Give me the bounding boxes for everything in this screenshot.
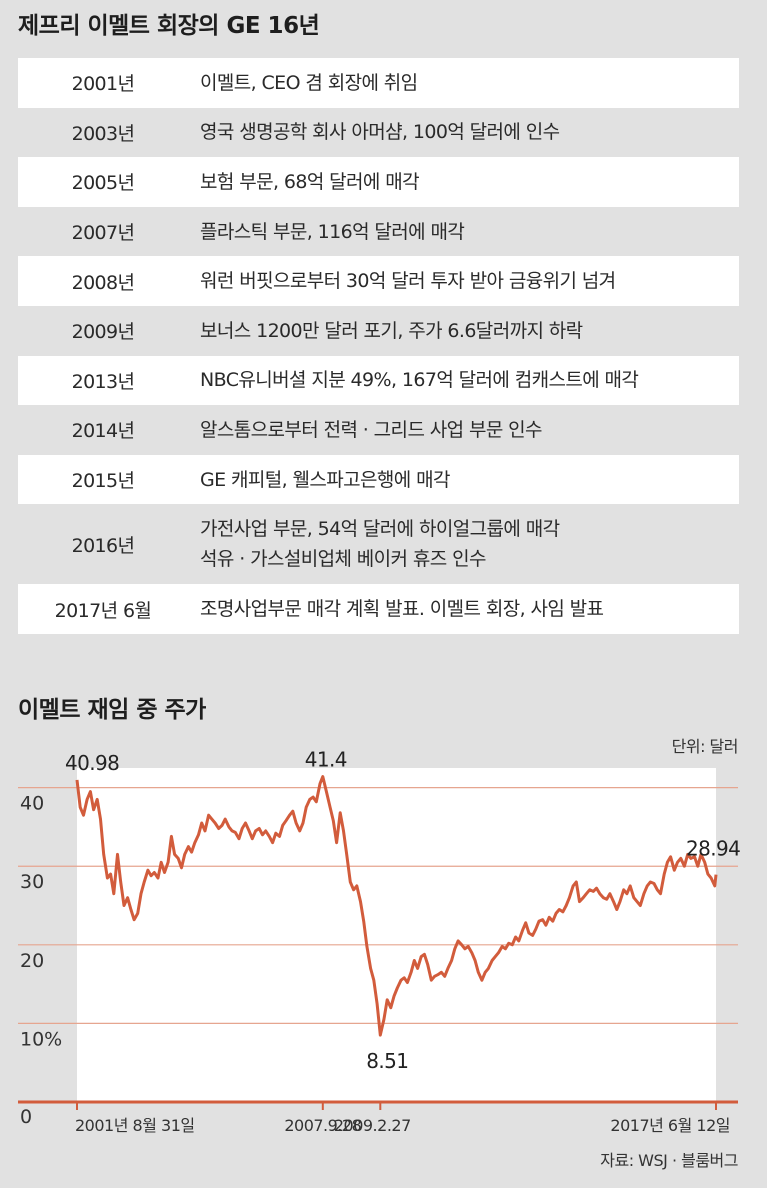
timeline-year: 2007년 (71, 222, 135, 245)
timeline-event-line: GE 캐피털, 웰스파고은행에 매각 (200, 468, 450, 491)
x-tick-label: 2017년 6월 12일 (610, 1116, 730, 1135)
timeline-event: 보험 부문, 68억 달러에 매각 (188, 167, 739, 197)
unit-label: 단위: 달러 (672, 737, 738, 756)
data-label: 40.98 (65, 751, 119, 775)
chart-title: 이멜트 재임 중 주가 (18, 697, 206, 723)
timeline-event: 이멜트, CEO 겸 회장에 취임 (188, 68, 739, 98)
data-label: 41.4 (305, 748, 347, 772)
timeline-year: 2008년 (71, 271, 135, 294)
timeline-event-line: 가전사업 부문, 54억 달러에 하이얼그룹에 매각 (200, 518, 560, 541)
timeline-table: 2001년 이멜트, CEO 겸 회장에 취임 2003년 영국 생명공학 회사 아머… (18, 58, 739, 634)
timeline-row: 2005년 보험 부문, 68억 달러에 매각 (18, 157, 739, 207)
timeline-event: NBC유니버셜 지분 49%, 167억 달러에 컴캐스트에 매각 (188, 365, 739, 395)
timeline-row: 2008년 워런 버핏으로부터 30억 달러 투자 받아 금융위기 넘겨 (18, 256, 739, 306)
timeline-event-line: 보험 부문, 68억 달러에 매각 (200, 170, 420, 193)
timeline-year: 2013년 (71, 370, 135, 393)
timeline-event-line: 영국 생명공학 회사 아머샴, 100억 달러에 인수 (200, 121, 560, 144)
timeline-event-line: 조명사업부문 매각 계획 발표. 이멜트 회장, 사임 발표 (200, 598, 604, 621)
timeline-event: 워런 버핏으로부터 30억 달러 투자 받아 금융위기 넘겨 (188, 266, 739, 296)
timeline-event-line: 이멜트, CEO 겸 회장에 취임 (200, 71, 418, 94)
y-tick-label: 40 (20, 793, 44, 815)
timeline-row: 2003년 영국 생명공학 회사 아머샴, 100억 달러에 인수 (18, 108, 739, 158)
timeline-event-line: 석유 · 가스설비업체 베이커 휴즈 인수 (200, 548, 486, 571)
timeline-event: 알스톰으로부터 전력 · 그리드 사업 부문 인수 (188, 415, 739, 445)
timeline-event-line: NBC유니버셜 지분 49%, 167억 달러에 컴캐스트에 매각 (200, 369, 639, 392)
timeline-event: 플라스틱 부문, 116억 달러에 매각 (188, 217, 739, 247)
timeline-row: 2001년 이멜트, CEO 겸 회장에 취임 (18, 58, 739, 108)
timeline-year: 2014년 (71, 420, 135, 443)
y-tick-label: 20 (20, 950, 44, 972)
timeline-year: 2001년 (71, 73, 135, 96)
y-tick-label: 30 (20, 871, 44, 893)
timeline-event: 조명사업부문 매각 계획 발표. 이멜트 회장, 사임 발표 (188, 594, 739, 624)
timeline-year: 2005년 (71, 172, 135, 195)
timeline-year: 2009년 (71, 321, 135, 344)
timeline-event-line: 알스톰으로부터 전력 · 그리드 사업 부문 인수 (200, 418, 543, 441)
timeline-event-line: 워런 버핏으로부터 30억 달러 투자 받아 금융위기 넘겨 (200, 270, 616, 293)
timeline-row: 2007년 플라스틱 부문, 116억 달러에 매각 (18, 207, 739, 257)
x-tick-label: 2001년 8월 31일 (75, 1116, 195, 1135)
y-tick-label: 0 (20, 1106, 32, 1128)
timeline-event: 영국 생명공학 회사 아머샴, 100억 달러에 인수 (188, 117, 739, 147)
timeline-row: 2009년 보너스 1200만 달러 포기, 주가 6.6달러까지 하락 (18, 306, 739, 356)
timeline-year: 2016년 (71, 534, 135, 557)
timeline-event-line: 보너스 1200만 달러 포기, 주가 6.6달러까지 하락 (200, 319, 583, 342)
timeline-row: 2017년 6월 조명사업부문 매각 계획 발표. 이멜트 회장, 사임 발표 (18, 584, 739, 634)
timeline-row: 2014년 알스톰으로부터 전력 · 그리드 사업 부문 인수 (18, 405, 739, 455)
timeline-row: 2013년 NBC유니버셜 지분 49%, 167억 달러에 컴캐스트에 매각 (18, 355, 739, 406)
timeline-year: 2015년 (71, 470, 135, 493)
x-tick-label: 2009.2.27 (334, 1116, 411, 1135)
timeline-event: 보너스 1200만 달러 포기, 주가 6.6달러까지 하락 (188, 316, 739, 346)
timeline-event: GE 캐피털, 웰스파고은행에 매각 (188, 465, 739, 495)
stock-price-line (75, 775, 718, 1037)
timeline-year: 2017년 6월 (54, 599, 152, 622)
data-label: 8.51 (366, 1049, 408, 1073)
timeline-row: 2015년 GE 캐피털, 웰스파고은행에 매각 (18, 454, 739, 505)
timeline-event-line: 플라스틱 부문, 116억 달러에 매각 (200, 220, 465, 243)
chart-plot-area (77, 768, 716, 1102)
page-title: 제프리 이멜트 회장의 GE 16년 (18, 13, 320, 39)
source-label: 자료: WSJ · 블룸버그 (600, 1151, 738, 1170)
y-tick-label: 10% (20, 1028, 62, 1050)
timeline-year: 2003년 (71, 122, 135, 145)
data-label: 28.94 (686, 837, 740, 861)
x-tick-label: 2007.9.28 (284, 1116, 361, 1135)
